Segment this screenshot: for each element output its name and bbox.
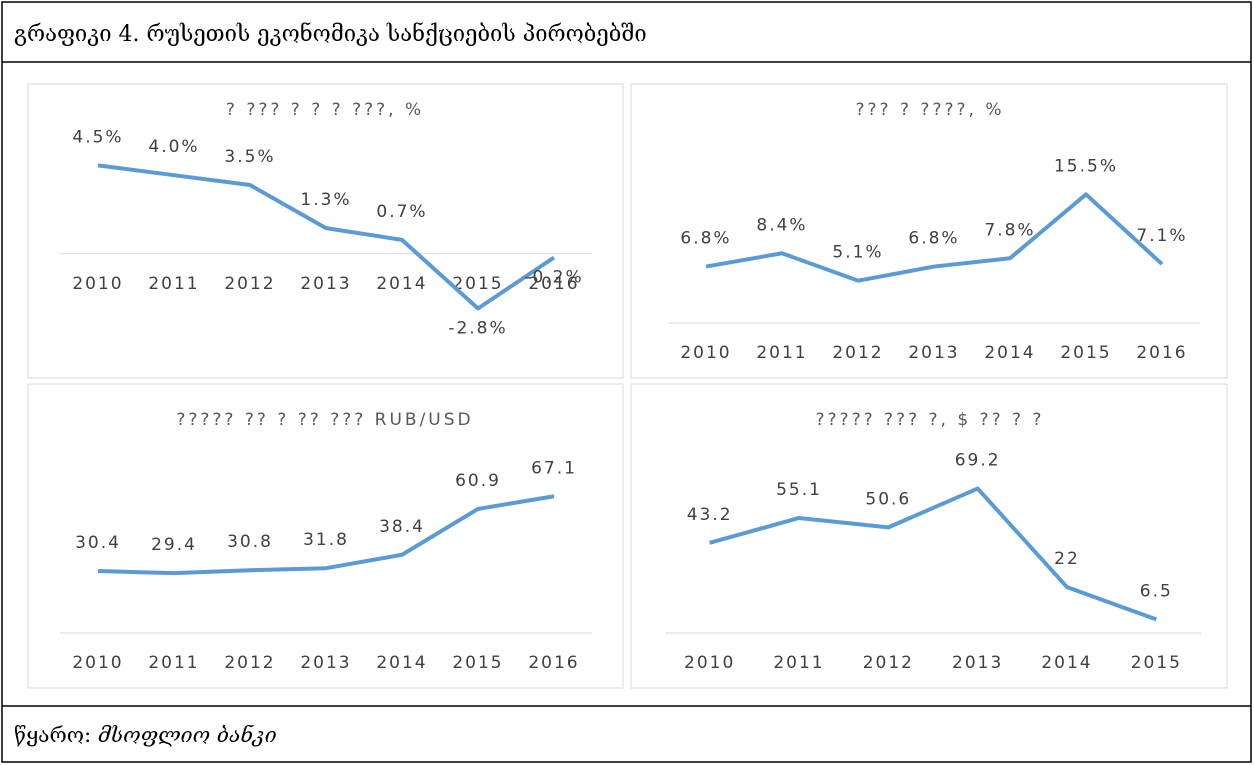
chart-title: ? ??? ? ? ? ???, % (226, 100, 424, 120)
footer-label: წყარო: (14, 723, 91, 747)
panel (27, 83, 624, 379)
data-label: 3.5% (224, 147, 275, 167)
x-tick-label: 2013 (300, 653, 351, 673)
x-tick-label: 2012 (863, 653, 914, 673)
series-line (97, 163, 556, 311)
data-label: 69.2 (955, 451, 1001, 471)
data-label: 60.9 (455, 471, 501, 491)
x-tick-label: 2014 (376, 653, 427, 673)
x-tick-label: 2016 (1136, 343, 1187, 363)
x-tick-label: 2015 (1060, 343, 1111, 363)
chart-title: ????? ?? ? ?? ??? RUB/USD (176, 410, 473, 430)
x-tick-label: 2011 (756, 343, 807, 363)
data-label: 15.5% (1054, 156, 1118, 176)
data-label: 30.8 (227, 532, 273, 552)
x-tick-label: 2012 (832, 343, 883, 363)
x-tick-label: 2011 (773, 653, 824, 673)
data-label: 55.1 (776, 480, 822, 500)
data-label: 30.4 (75, 533, 121, 553)
footer: წყარო: მსოფლიო ბანკი (14, 723, 277, 747)
data-label: 67.1 (531, 458, 577, 478)
x-tick-label: 2013 (300, 274, 351, 294)
footer-source: მსოფლიო ბანკი (98, 723, 277, 747)
chart-title: ????? ??? ?, $ ?? ? ? (816, 410, 1045, 430)
x-tick-label: 2016 (528, 274, 579, 294)
x-tick-label: 2015 (1131, 653, 1182, 673)
x-tick-label: 2014 (984, 343, 1035, 363)
x-tick-label: 2013 (908, 343, 959, 363)
x-tick-label: 2010 (684, 653, 735, 673)
data-label: 38.4 (379, 517, 425, 537)
x-tick-label: 2014 (376, 274, 427, 294)
x-tick-label: 2015 (452, 274, 503, 294)
x-tick-label: 2016 (528, 653, 579, 673)
x-tick-label: 2010 (72, 274, 123, 294)
data-label: 50.6 (865, 489, 911, 509)
header-title: გრაფიკი 4. რუსეთის ეკონომიკა სანქციების … (14, 21, 647, 47)
data-label: 6.8% (908, 229, 959, 249)
data-label: 0.7% (376, 202, 427, 222)
x-tick-label: 2012 (224, 653, 275, 673)
chart-title: ??? ? ????, % (856, 100, 1005, 120)
x-tick-label: 2011 (148, 653, 199, 673)
x-tick-label: 2012 (224, 274, 275, 294)
data-label: 4.0% (148, 137, 199, 157)
data-label: 4.5% (72, 127, 123, 147)
series-line (97, 494, 555, 576)
data-label: 1.3% (300, 190, 351, 210)
x-tick-label: 2011 (148, 274, 199, 294)
x-tick-label: 2014 (1041, 653, 1092, 673)
data-label: 31.8 (303, 530, 349, 550)
x-tick-label: 2013 (952, 653, 1003, 673)
data-label: 22 (1054, 549, 1080, 569)
series-line (709, 486, 1158, 622)
data-label: 6.8% (680, 229, 731, 249)
series-line (705, 192, 1164, 283)
data-label: -0.2% (524, 268, 583, 288)
data-label: 6.5 (1140, 581, 1173, 601)
data-label: 29.4 (151, 535, 197, 555)
data-label: 7.8% (984, 220, 1035, 240)
data-label: 7.1% (1136, 226, 1187, 246)
data-label: 8.4% (756, 215, 807, 235)
data-label: 43.2 (687, 505, 733, 525)
data-label: 5.1% (832, 243, 883, 263)
x-tick-label: 2010 (72, 653, 123, 673)
x-tick-label: 2015 (452, 653, 503, 673)
data-label: -2.8% (448, 318, 507, 338)
panel (27, 383, 624, 689)
x-tick-label: 2010 (680, 343, 731, 363)
